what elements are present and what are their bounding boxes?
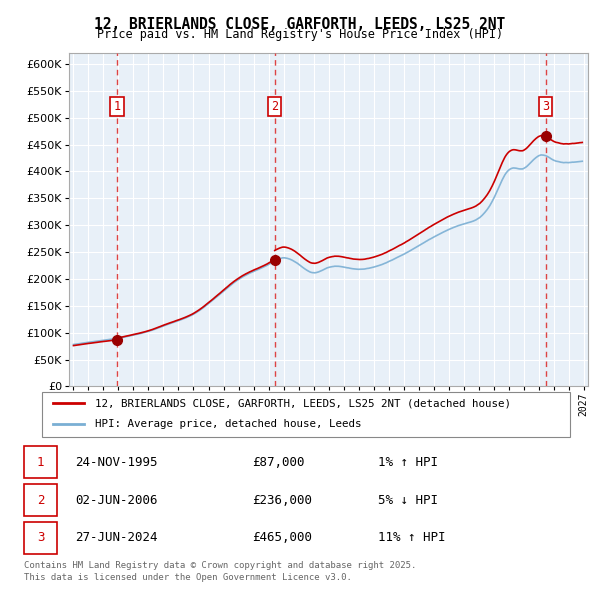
Text: 27-JUN-2024: 27-JUN-2024 <box>75 532 157 545</box>
Text: 24-NOV-1995: 24-NOV-1995 <box>75 455 157 468</box>
Text: £236,000: £236,000 <box>252 493 312 507</box>
Text: Contains HM Land Registry data © Crown copyright and database right 2025.: Contains HM Land Registry data © Crown c… <box>24 560 416 569</box>
Text: 2: 2 <box>271 100 278 113</box>
Text: This data is licensed under the Open Government Licence v3.0.: This data is licensed under the Open Gov… <box>24 573 352 582</box>
Text: 3: 3 <box>542 100 550 113</box>
Text: 12, BRIERLANDS CLOSE, GARFORTH, LEEDS, LS25 2NT (detached house): 12, BRIERLANDS CLOSE, GARFORTH, LEEDS, L… <box>95 398 511 408</box>
Text: 2: 2 <box>37 493 44 507</box>
FancyBboxPatch shape <box>24 522 57 554</box>
Text: £465,000: £465,000 <box>252 532 312 545</box>
FancyBboxPatch shape <box>24 446 57 478</box>
FancyBboxPatch shape <box>42 392 570 437</box>
Text: 11% ↑ HPI: 11% ↑ HPI <box>378 532 445 545</box>
Text: 1% ↑ HPI: 1% ↑ HPI <box>378 455 438 468</box>
FancyBboxPatch shape <box>24 484 57 516</box>
Text: Price paid vs. HM Land Registry's House Price Index (HPI): Price paid vs. HM Land Registry's House … <box>97 28 503 41</box>
Text: HPI: Average price, detached house, Leeds: HPI: Average price, detached house, Leed… <box>95 419 361 429</box>
Text: £87,000: £87,000 <box>252 455 305 468</box>
Text: 3: 3 <box>37 532 44 545</box>
Text: 1: 1 <box>37 455 44 468</box>
Text: 12, BRIERLANDS CLOSE, GARFORTH, LEEDS, LS25 2NT: 12, BRIERLANDS CLOSE, GARFORTH, LEEDS, L… <box>94 17 506 31</box>
Text: 1: 1 <box>113 100 121 113</box>
Text: 5% ↓ HPI: 5% ↓ HPI <box>378 493 438 507</box>
Text: 02-JUN-2006: 02-JUN-2006 <box>75 493 157 507</box>
